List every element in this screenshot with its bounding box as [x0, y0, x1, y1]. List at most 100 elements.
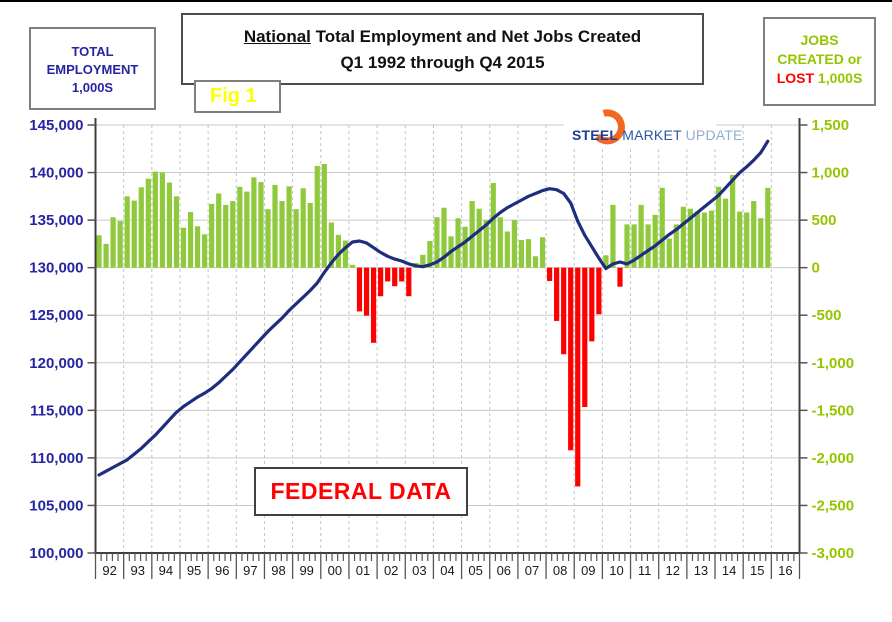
- bar-jobs-created: [525, 239, 532, 268]
- federal-data-box: FEDERAL DATA: [254, 467, 468, 516]
- bar-jobs-created: [173, 196, 180, 268]
- chart-title: National Total Employment and Net Jobs C…: [183, 24, 702, 50]
- year-label: 92: [102, 563, 116, 578]
- bar-jobs-created: [103, 243, 109, 268]
- bar-jobs-created: [286, 186, 292, 268]
- bar-jobs-created: [300, 188, 306, 268]
- bar-jobs-created: [145, 178, 151, 268]
- bar-jobs-created: [701, 212, 708, 268]
- right-axis-label: 1,000: [812, 165, 850, 182]
- right-axis-label: -3,000: [812, 545, 855, 562]
- bar-jobs-created: [765, 187, 771, 268]
- chart-subtitle: Q1 1992 through Q4 2015: [340, 53, 545, 72]
- bar-jobs-created: [722, 198, 729, 268]
- year-label: 99: [299, 563, 313, 578]
- bar-jobs-created: [694, 211, 701, 268]
- bar-jobs-created: [138, 187, 144, 268]
- year-label: 08: [553, 563, 567, 578]
- year-label: 98: [271, 563, 285, 578]
- year-label: 16: [778, 563, 792, 578]
- right-axis-label: -2,500: [812, 497, 855, 514]
- bar-jobs-created: [265, 209, 271, 268]
- figure-label-box: Fig 1: [194, 80, 281, 113]
- bar-jobs-created: [166, 182, 173, 268]
- left-axis-label: 110,000: [30, 450, 83, 467]
- right-axis-title-box: JOBS CREATED or LOST 1,000S: [763, 17, 876, 106]
- bar-jobs-created: [462, 226, 468, 268]
- left-axis-label: 130,000: [29, 260, 83, 277]
- bar-jobs-created: [434, 217, 440, 268]
- bar-jobs-created: [216, 193, 222, 268]
- left-axis-title-line2: EMPLOYMENT: [46, 62, 139, 77]
- chart-title-emphasis: National: [243, 27, 311, 46]
- bar-jobs-created: [737, 211, 743, 268]
- bar-jobs-created: [279, 201, 285, 268]
- figure-label: Fig 1: [210, 85, 257, 107]
- right-axis-label: -500: [812, 307, 842, 324]
- bar-jobs-lost: [589, 267, 595, 342]
- year-label: 11: [638, 563, 652, 578]
- bar-jobs-created: [708, 210, 715, 268]
- right-axis-title-line3: LOST 1,000S: [765, 69, 874, 88]
- bar-jobs-lost: [561, 267, 567, 355]
- left-axis-label: 105,000: [29, 497, 83, 514]
- year-label: 94: [159, 563, 173, 578]
- left-axis-label: 145,000: [29, 117, 83, 134]
- left-axis-title-line3: 1,000S: [71, 80, 114, 95]
- right-axis-title-units: 1,000S: [814, 70, 863, 86]
- right-axis-title-line1: JOBS: [800, 32, 839, 48]
- bar-jobs-created: [223, 204, 229, 268]
- bar-jobs-lost: [568, 267, 574, 451]
- right-axis-label: -1,500: [812, 402, 855, 419]
- left-axis-label: 140,000: [29, 165, 83, 182]
- bar-jobs-lost: [406, 267, 412, 297]
- left-axis-title-line1: TOTAL: [71, 44, 114, 59]
- bar-jobs-created: [751, 201, 757, 268]
- year-label: 13: [694, 563, 708, 578]
- year-label: 12: [666, 563, 680, 578]
- year-label: 00: [328, 563, 342, 578]
- left-axis-title-box: TOTAL EMPLOYMENT 1,000S: [29, 27, 156, 110]
- year-label: 96: [215, 563, 229, 578]
- left-axis-label: 100,000: [29, 545, 83, 562]
- year-label: 09: [581, 563, 595, 578]
- bar-jobs-created: [744, 212, 750, 268]
- federal-data-label: FEDERAL DATA: [270, 478, 452, 504]
- bar-jobs-created: [342, 240, 349, 268]
- logo-update: UPDATE: [685, 127, 743, 143]
- bar-jobs-created: [293, 209, 299, 268]
- year-label: 01: [356, 563, 370, 578]
- year-label: 07: [525, 563, 539, 578]
- bar-jobs-created: [335, 234, 341, 268]
- bar-jobs-lost: [399, 267, 405, 282]
- bar-jobs-lost: [596, 267, 602, 315]
- bar-jobs-created: [680, 206, 686, 268]
- bar-jobs-lost: [575, 267, 581, 487]
- bar-jobs-created: [730, 174, 736, 268]
- bar-jobs-created: [307, 202, 313, 268]
- bar-jobs-lost: [582, 267, 588, 408]
- bar-jobs-created: [230, 201, 236, 268]
- logo-market: MARKET: [622, 127, 682, 143]
- bar-jobs-created: [420, 254, 426, 268]
- bar-jobs-created: [441, 207, 447, 268]
- bar-jobs-created: [518, 240, 525, 268]
- bar-jobs-created: [631, 224, 637, 268]
- top-border: [0, 0, 892, 2]
- bar-jobs-created: [659, 187, 665, 268]
- bar-jobs-created: [194, 226, 201, 268]
- bar-jobs-created: [110, 217, 116, 268]
- bar-jobs-lost: [378, 267, 384, 297]
- year-label: 10: [609, 563, 623, 578]
- logo-text: STEEL MARKET UPDATE: [572, 127, 742, 143]
- year-label: 06: [497, 563, 511, 578]
- bar-jobs-lost: [363, 267, 370, 316]
- right-axis-title-lost: LOST: [776, 70, 815, 86]
- bar-jobs-created: [427, 241, 433, 268]
- bar-jobs-created: [638, 204, 644, 268]
- bar-jobs-created: [321, 163, 327, 268]
- right-axis-title-line2: CREATED or: [777, 51, 862, 67]
- year-label: 14: [722, 563, 736, 578]
- right-axis-label: 1,500: [812, 117, 850, 134]
